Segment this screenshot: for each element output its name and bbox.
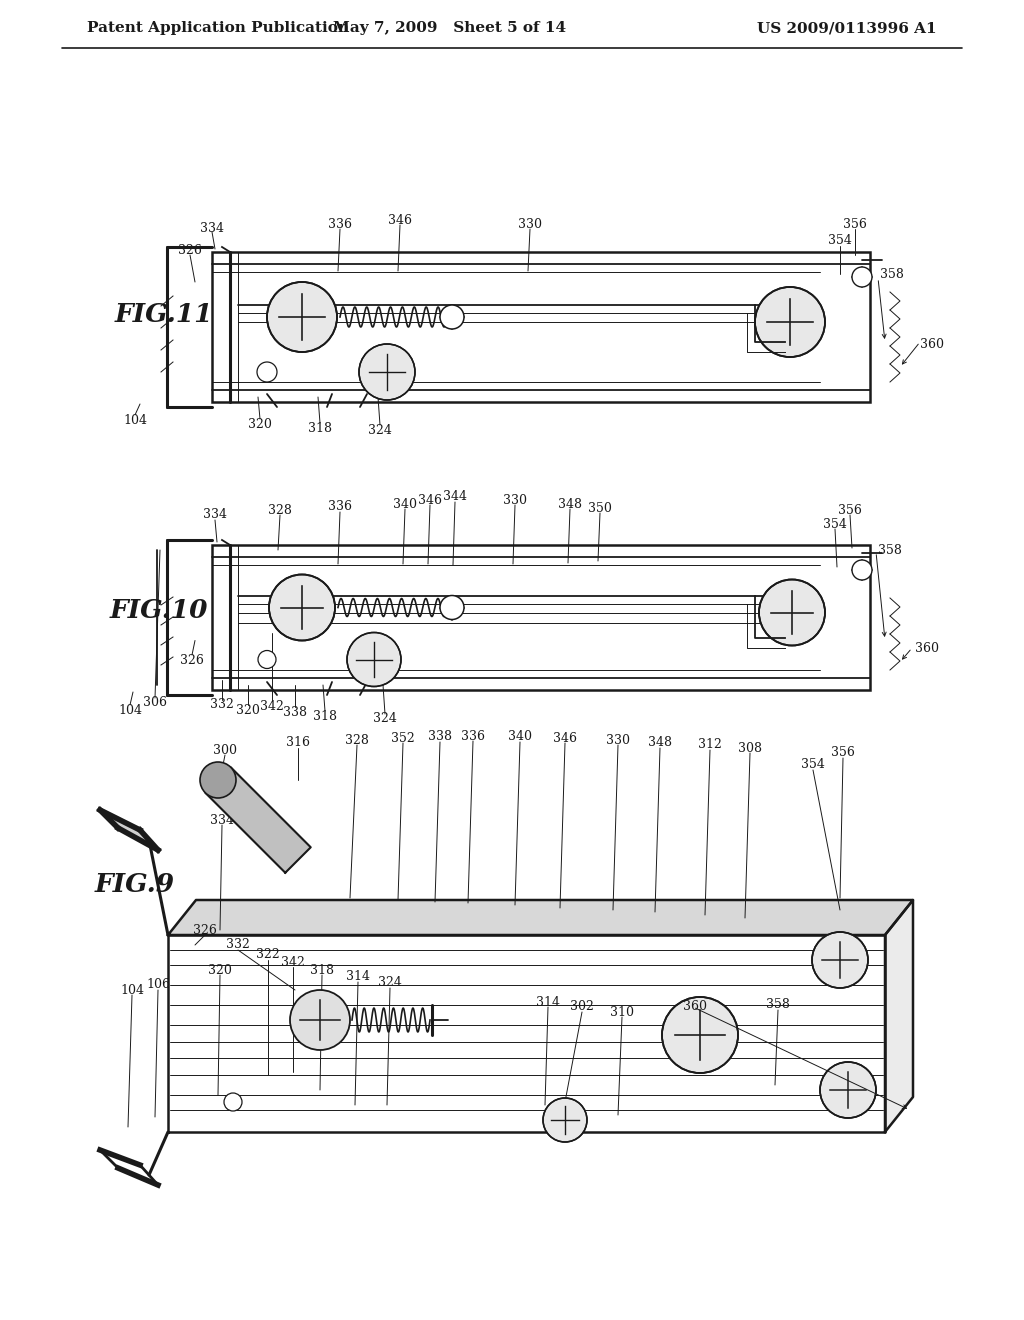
Text: 340: 340 bbox=[508, 730, 532, 743]
Text: 332: 332 bbox=[226, 939, 250, 952]
Text: 320: 320 bbox=[237, 704, 260, 717]
Text: 320: 320 bbox=[208, 964, 232, 977]
Bar bbox=[212, 252, 870, 403]
Circle shape bbox=[347, 632, 401, 686]
Text: 344: 344 bbox=[443, 491, 467, 503]
Circle shape bbox=[440, 305, 464, 329]
Circle shape bbox=[290, 990, 350, 1049]
Text: 106: 106 bbox=[146, 978, 170, 991]
Text: 338: 338 bbox=[428, 730, 452, 743]
Text: 342: 342 bbox=[260, 700, 284, 713]
Text: 322: 322 bbox=[256, 949, 280, 961]
Text: 314: 314 bbox=[536, 995, 560, 1008]
Text: 340: 340 bbox=[393, 498, 417, 511]
Text: FIG.11: FIG.11 bbox=[115, 302, 213, 327]
Text: Patent Application Publication: Patent Application Publication bbox=[87, 21, 349, 36]
Bar bbox=[212, 545, 870, 690]
Polygon shape bbox=[885, 900, 913, 1133]
Text: May 7, 2009   Sheet 5 of 14: May 7, 2009 Sheet 5 of 14 bbox=[334, 21, 566, 36]
Text: 334: 334 bbox=[200, 222, 224, 235]
Text: US 2009/0113996 A1: US 2009/0113996 A1 bbox=[758, 21, 937, 36]
Text: 302: 302 bbox=[570, 1001, 594, 1014]
Text: 360: 360 bbox=[683, 1001, 707, 1014]
Text: 354: 354 bbox=[828, 235, 852, 248]
Text: 360: 360 bbox=[915, 642, 939, 655]
Text: 324: 324 bbox=[373, 713, 397, 726]
Text: 306: 306 bbox=[143, 697, 167, 710]
Polygon shape bbox=[205, 767, 310, 873]
Text: 104: 104 bbox=[118, 704, 142, 717]
Text: 346: 346 bbox=[418, 494, 442, 507]
Text: 356: 356 bbox=[831, 747, 855, 759]
Text: 348: 348 bbox=[648, 737, 672, 750]
Text: 356: 356 bbox=[843, 218, 867, 231]
Text: 300: 300 bbox=[213, 743, 237, 756]
Text: 352: 352 bbox=[391, 731, 415, 744]
Text: 356: 356 bbox=[838, 503, 862, 516]
Text: 308: 308 bbox=[738, 742, 762, 755]
Circle shape bbox=[200, 762, 236, 799]
Text: 330: 330 bbox=[518, 218, 542, 231]
Text: 358: 358 bbox=[766, 998, 790, 1011]
Circle shape bbox=[269, 574, 335, 640]
Text: 318: 318 bbox=[313, 710, 337, 722]
Text: 312: 312 bbox=[698, 738, 722, 751]
Text: 328: 328 bbox=[268, 503, 292, 516]
Text: 318: 318 bbox=[310, 964, 334, 977]
Text: 324: 324 bbox=[378, 977, 402, 990]
Text: FIG.10: FIG.10 bbox=[110, 598, 209, 623]
Text: 320: 320 bbox=[248, 417, 272, 430]
Circle shape bbox=[852, 267, 872, 286]
Text: 104: 104 bbox=[123, 413, 147, 426]
Text: 358: 358 bbox=[878, 544, 902, 557]
Text: 342: 342 bbox=[281, 956, 305, 969]
Text: 336: 336 bbox=[461, 730, 485, 742]
Circle shape bbox=[543, 1098, 587, 1142]
Circle shape bbox=[440, 595, 464, 619]
Circle shape bbox=[812, 932, 868, 987]
Text: 316: 316 bbox=[286, 737, 310, 750]
Circle shape bbox=[820, 1063, 876, 1118]
Text: 328: 328 bbox=[345, 734, 369, 747]
Text: FIG.9: FIG.9 bbox=[95, 873, 175, 898]
Text: 336: 336 bbox=[328, 500, 352, 513]
Polygon shape bbox=[168, 900, 913, 935]
Text: 330: 330 bbox=[606, 734, 630, 747]
Text: 326: 326 bbox=[194, 924, 217, 936]
Circle shape bbox=[257, 362, 278, 381]
Text: 324: 324 bbox=[368, 424, 392, 437]
Text: 332: 332 bbox=[210, 698, 233, 711]
Circle shape bbox=[852, 560, 872, 579]
Circle shape bbox=[267, 282, 337, 352]
Text: 326: 326 bbox=[178, 243, 202, 256]
Text: 354: 354 bbox=[823, 517, 847, 531]
Text: 330: 330 bbox=[503, 494, 527, 507]
Text: 346: 346 bbox=[553, 731, 577, 744]
Text: 346: 346 bbox=[388, 214, 412, 227]
Circle shape bbox=[224, 1093, 242, 1111]
Text: 348: 348 bbox=[558, 498, 582, 511]
Text: 336: 336 bbox=[328, 218, 352, 231]
Polygon shape bbox=[100, 810, 158, 850]
Circle shape bbox=[359, 345, 415, 400]
Text: 334: 334 bbox=[203, 508, 227, 521]
Circle shape bbox=[755, 286, 825, 356]
Text: 310: 310 bbox=[610, 1006, 634, 1019]
Circle shape bbox=[662, 997, 738, 1073]
Text: 360: 360 bbox=[920, 338, 944, 351]
Polygon shape bbox=[168, 935, 885, 1133]
Text: 318: 318 bbox=[308, 421, 332, 434]
Text: 338: 338 bbox=[283, 705, 307, 718]
Circle shape bbox=[258, 651, 276, 668]
Text: 354: 354 bbox=[801, 759, 825, 771]
Circle shape bbox=[759, 579, 825, 645]
Text: 358: 358 bbox=[880, 268, 904, 281]
Text: 104: 104 bbox=[120, 983, 144, 997]
Text: 334: 334 bbox=[210, 813, 234, 826]
Text: 314: 314 bbox=[346, 970, 370, 983]
Text: 350: 350 bbox=[588, 502, 612, 515]
Text: 326: 326 bbox=[180, 653, 204, 667]
